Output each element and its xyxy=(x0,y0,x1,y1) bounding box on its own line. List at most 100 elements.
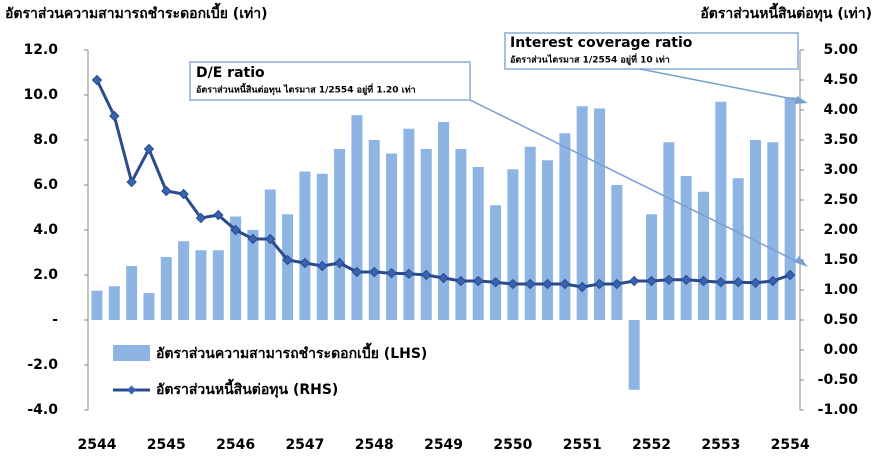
marker xyxy=(455,275,467,287)
marker xyxy=(317,260,328,272)
bar xyxy=(542,160,554,320)
marker xyxy=(282,254,293,266)
marker xyxy=(698,275,709,287)
bar xyxy=(438,122,450,320)
bar xyxy=(368,140,380,320)
bar xyxy=(160,257,172,320)
marker xyxy=(438,272,449,284)
bar xyxy=(732,178,744,320)
y-tick-label: 6.0 xyxy=(33,177,58,193)
bar xyxy=(611,185,623,320)
bar xyxy=(628,320,640,390)
y-tick-label: 8.0 xyxy=(33,132,58,148)
bar xyxy=(576,106,588,320)
bar xyxy=(663,142,675,320)
bar xyxy=(230,216,242,320)
marker xyxy=(421,269,432,281)
marker xyxy=(195,212,207,224)
legend-label: อัตราส่วนหนี้สินต่อทุน (RHS) xyxy=(156,378,338,398)
x-tick-label: 2550 xyxy=(493,437,532,453)
marker xyxy=(559,278,571,290)
marker xyxy=(161,185,172,197)
marker xyxy=(126,176,137,188)
y2-tick-label: 5.00 xyxy=(823,42,858,58)
arrow-head xyxy=(794,256,808,267)
annotation-text: อัตราส่วนไตรมาส 1/2554 อยู่ที่ 10 เท่า xyxy=(510,53,670,66)
annotation-box xyxy=(189,61,471,101)
marker xyxy=(299,257,311,269)
marker xyxy=(715,276,727,288)
x-tick-label: 2544 xyxy=(77,437,116,453)
x-tick-label: 2552 xyxy=(632,437,671,453)
y-tick-label: 12.0 xyxy=(23,42,58,58)
x-tick-label: 2549 xyxy=(424,437,463,453)
marker xyxy=(611,278,623,290)
bar xyxy=(316,173,328,320)
annotation-box xyxy=(504,32,799,70)
bar xyxy=(178,241,190,320)
y2-tick-label: 1.00 xyxy=(823,282,858,298)
marker xyxy=(247,233,259,245)
bar xyxy=(680,176,692,320)
marker xyxy=(646,275,657,287)
marker xyxy=(784,269,796,281)
marker xyxy=(663,274,675,286)
bar xyxy=(91,290,103,320)
bar xyxy=(212,250,224,320)
marker xyxy=(628,275,640,287)
legend-marker xyxy=(127,385,136,395)
y2-tick-label: 1.50 xyxy=(823,252,858,268)
bar xyxy=(784,97,796,320)
annotation-arrow xyxy=(639,68,799,101)
marker xyxy=(750,277,761,289)
y-tick-label: -4.0 xyxy=(27,402,58,418)
y2-tick-label: 0.00 xyxy=(823,342,858,358)
x-tick-label: 2553 xyxy=(701,437,740,453)
bar xyxy=(334,149,346,320)
y-tick-label: - xyxy=(52,312,58,328)
marker xyxy=(403,268,415,280)
x-tick-label: 2547 xyxy=(285,437,324,453)
bar xyxy=(264,189,276,320)
marker xyxy=(265,233,276,245)
y2-tick-label: 2.00 xyxy=(823,222,858,238)
marker xyxy=(109,110,120,122)
bar xyxy=(195,250,207,320)
marker xyxy=(178,188,189,200)
marker xyxy=(680,274,692,286)
marker xyxy=(732,276,744,288)
marker xyxy=(334,257,345,269)
annotation-title: D/E ratio xyxy=(196,65,265,81)
y-tick-label: -2.0 xyxy=(27,357,58,373)
x-tick-label: 2554 xyxy=(771,437,810,453)
y2-tick-label: -0.50 xyxy=(818,372,859,388)
marker xyxy=(473,275,484,287)
y-tick-label: 4.0 xyxy=(33,222,58,238)
marker xyxy=(91,74,103,86)
bar xyxy=(524,146,536,320)
y2-tick-label: 4.00 xyxy=(823,102,858,118)
y2-tick-label: -1.00 xyxy=(818,402,859,418)
y-axis-title: อัตราส่วนความสามารถชำระดอกเบี้ย (เท่า) xyxy=(5,2,267,22)
bar xyxy=(594,108,606,320)
bar xyxy=(559,133,571,320)
legend-swatch xyxy=(113,345,150,361)
bar xyxy=(490,205,502,320)
y2-tick-label: 4.50 xyxy=(823,72,858,88)
bar xyxy=(472,167,484,320)
bar xyxy=(455,149,467,320)
bar xyxy=(108,286,120,320)
bar xyxy=(507,169,519,320)
bar xyxy=(282,214,294,320)
x-tick-label: 2551 xyxy=(563,437,602,453)
marker xyxy=(351,266,363,278)
annotation-title: Interest coverage ratio xyxy=(510,35,693,51)
bar xyxy=(126,266,138,320)
marker xyxy=(386,267,397,279)
x-tick-label: 2548 xyxy=(355,437,394,453)
bar xyxy=(386,153,398,320)
marker xyxy=(230,224,241,236)
x-tick-label: 2546 xyxy=(216,437,255,453)
bar xyxy=(646,214,658,320)
